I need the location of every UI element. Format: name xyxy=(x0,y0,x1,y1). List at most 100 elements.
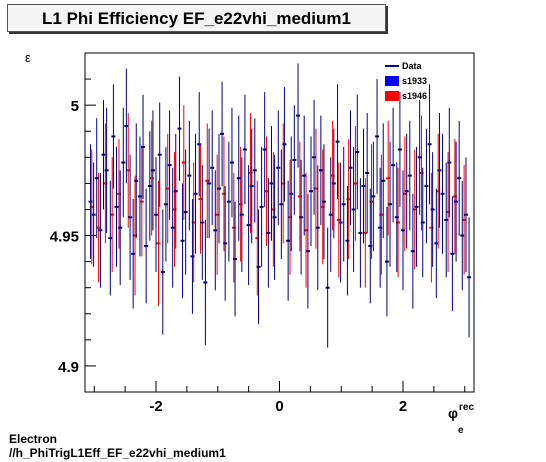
data-point-s1933 xyxy=(394,162,399,273)
data-point-s1946 xyxy=(110,157,115,273)
data-point-s1933 xyxy=(223,185,228,301)
footer-line-1: Electron xyxy=(9,432,58,446)
data-point-s1946 xyxy=(126,112,131,228)
footer-line-2: //h_PhiTrigL1Eff_EF_e22vhi_medium1 xyxy=(9,446,226,460)
data-point-s1933 xyxy=(328,157,333,273)
data-point-s1933 xyxy=(378,167,383,288)
legend-item: Data xyxy=(385,61,423,71)
data-point-s1933 xyxy=(216,133,221,244)
data-point-s1933 xyxy=(437,112,442,228)
data-point-s1933 xyxy=(134,123,139,239)
data-point-s1933 xyxy=(276,110,281,226)
data-point-s1946 xyxy=(264,136,269,246)
data-point-s1946 xyxy=(412,149,417,270)
data-point-s1933 xyxy=(236,115,241,241)
data-point-s1946 xyxy=(205,123,210,239)
data-point-s1933 xyxy=(163,146,168,262)
data-point-s1933 xyxy=(157,102,162,207)
data-point-s1933 xyxy=(318,115,323,226)
legend-box-swatch xyxy=(385,76,399,86)
data-point-s1933 xyxy=(335,84,340,200)
data-point-s1946 xyxy=(139,146,144,257)
data-point-s1933 xyxy=(144,188,149,304)
data-point-s1933 xyxy=(282,86,287,202)
data-point-s1933 xyxy=(289,136,294,252)
data-point-s1933 xyxy=(197,92,202,197)
data-point-s1933 xyxy=(246,165,251,286)
legend-label: Data xyxy=(402,61,423,71)
data-point-s1933 xyxy=(368,188,373,304)
data-point-s1933 xyxy=(427,84,432,205)
data-point-s1933 xyxy=(410,193,415,309)
data-point-s1933 xyxy=(128,154,133,280)
data-point-s1933 xyxy=(351,146,356,273)
data-point-s1933 xyxy=(434,188,439,299)
data-point-s1933 xyxy=(286,180,291,301)
data-point-s1933 xyxy=(220,81,225,186)
data-point-s1933 xyxy=(384,206,389,317)
data-point-s1933 xyxy=(400,170,405,291)
data-point-s1933 xyxy=(407,120,412,231)
data-point-s1933 xyxy=(249,128,254,244)
x-axis-label: φ xyxy=(448,405,458,421)
data-point-s1933 xyxy=(239,157,244,273)
data-point-s1933 xyxy=(252,118,257,223)
data-point-s1933 xyxy=(463,157,468,273)
data-point-s1933 xyxy=(266,178,271,288)
x-tick-label: 0 xyxy=(275,398,283,415)
data-point-s1933 xyxy=(88,144,93,260)
data-point-s1946 xyxy=(353,126,358,241)
data-point-s1933 xyxy=(331,128,336,239)
data-point-s1933 xyxy=(137,136,142,257)
data-point-s1933 xyxy=(338,162,343,283)
data-point-s1933 xyxy=(160,209,165,335)
data-point-s1933 xyxy=(203,219,208,346)
data-point-s1933 xyxy=(381,123,386,239)
data-point-s1946 xyxy=(462,165,467,275)
data-point-s1933 xyxy=(355,94,360,210)
data-point-s1933 xyxy=(365,112,370,233)
chart-title-box: L1 Phi Efficiency EF_e22vhi_medium1 xyxy=(7,4,386,32)
data-point-s1946 xyxy=(165,133,170,244)
data-point-s1933 xyxy=(375,79,380,194)
data-point-s1933 xyxy=(308,136,313,246)
data-point-s1933 xyxy=(358,178,363,288)
data-point-s1933 xyxy=(391,107,396,223)
data-point-s1933 xyxy=(296,63,301,168)
data-point-s1933 xyxy=(242,94,247,205)
data-point-s1933 xyxy=(279,149,284,260)
y-tick-label: 5 xyxy=(71,98,79,115)
data-point-s1933 xyxy=(305,193,310,309)
legend-box-swatch xyxy=(385,91,399,101)
data-point-s1933 xyxy=(213,170,218,291)
data-point-s1933 xyxy=(207,128,212,239)
x-axis-label-subscript: e xyxy=(458,425,464,436)
x-tick-label: -2 xyxy=(149,398,162,415)
data-point-s1933 xyxy=(321,144,326,260)
data-point-s1933 xyxy=(111,84,116,189)
data-point-s1933 xyxy=(177,76,182,181)
data-point-s1933 xyxy=(302,115,307,236)
chart-title: L1 Phi Efficiency EF_e22vhi_medium1 xyxy=(42,9,351,28)
data-point-s1933 xyxy=(299,159,304,275)
data-point-s1933 xyxy=(424,128,429,244)
data-point-s1933 xyxy=(183,149,188,275)
data-point-s1933 xyxy=(457,120,462,236)
data-point-s1933 xyxy=(180,183,185,299)
data-point-s1933 xyxy=(154,157,159,273)
data-point-s1933 xyxy=(118,170,123,286)
data-point-s1933 xyxy=(173,133,178,249)
y-tick-label: 4.95 xyxy=(50,229,79,246)
data-point-s1933 xyxy=(124,68,129,184)
data-point-s1933 xyxy=(259,146,264,267)
data-point-s1933 xyxy=(226,141,231,262)
legend-item: s1933 xyxy=(385,76,427,86)
data-point-s1933 xyxy=(150,110,155,231)
data-point-s1933 xyxy=(467,217,472,338)
data-point-s1933 xyxy=(262,92,267,207)
data-point-s1933 xyxy=(233,201,238,317)
data-point-s1933 xyxy=(141,94,146,200)
data-point-s1933 xyxy=(114,146,119,267)
data-point-s1933 xyxy=(91,162,96,267)
data-point-s1933 xyxy=(420,167,425,278)
